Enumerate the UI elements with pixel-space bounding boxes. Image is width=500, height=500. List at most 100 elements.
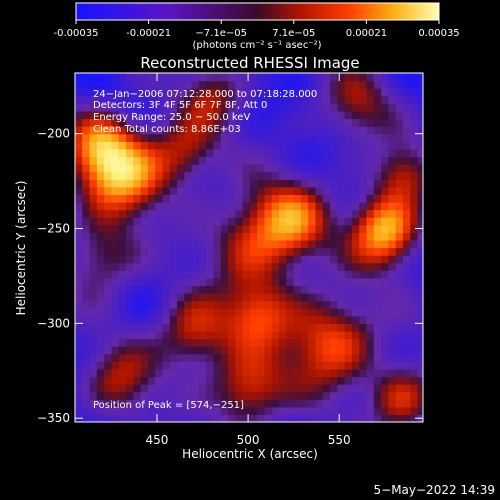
image-cell	[191, 315, 200, 324]
image-cell	[104, 330, 113, 340]
image-cell	[402, 346, 411, 355]
image-cell	[162, 171, 171, 180]
image-cell	[366, 156, 375, 165]
image-cell	[155, 353, 164, 362]
image-cell	[177, 95, 185, 104]
image-cell	[395, 186, 404, 195]
image-cell	[111, 285, 120, 294]
image-cell	[155, 73, 164, 82]
image-cell	[351, 156, 360, 165]
image-cell	[228, 209, 236, 218]
image-cell	[308, 414, 317, 422]
image-cell	[235, 414, 244, 422]
image-cell	[337, 255, 346, 264]
image-cell	[359, 270, 368, 279]
image-cell	[213, 361, 222, 370]
image-cell	[147, 209, 156, 218]
image-cell	[213, 224, 222, 233]
image-cell	[315, 110, 324, 120]
image-cell	[293, 308, 302, 317]
image-cell	[235, 224, 244, 233]
image-cell	[198, 255, 207, 264]
image-cell	[271, 156, 280, 165]
image-cell	[104, 247, 113, 256]
image-cell	[381, 262, 389, 271]
image-cell	[351, 171, 360, 180]
image-cell	[220, 391, 229, 400]
image-cell	[257, 247, 266, 256]
image-cell	[220, 308, 229, 317]
image-cell	[264, 126, 273, 135]
image-cell	[279, 118, 287, 127]
image-cell	[410, 330, 419, 340]
image-cell	[191, 118, 200, 127]
image-cell	[402, 353, 411, 362]
image-cell	[257, 262, 266, 271]
image-cell	[381, 179, 389, 188]
image-cell	[206, 148, 215, 158]
image-cell	[228, 323, 236, 332]
image-cell	[359, 80, 368, 89]
image-cell	[249, 141, 258, 150]
image-cell	[169, 80, 178, 89]
image-cell	[322, 194, 331, 203]
image-cell	[344, 209, 353, 218]
image-cell	[417, 361, 423, 370]
image-cell	[249, 164, 258, 173]
image-cell	[89, 376, 98, 385]
image-cell	[264, 277, 273, 287]
image-cell	[344, 164, 353, 173]
image-cell	[264, 293, 273, 302]
image-cell	[373, 239, 382, 249]
image-cell	[417, 201, 423, 211]
image-cell	[75, 368, 83, 378]
image-cell	[279, 346, 287, 355]
image-cell	[118, 141, 127, 150]
image-cell	[279, 315, 287, 324]
image-cell	[96, 209, 105, 218]
image-cell	[126, 141, 134, 150]
image-cell	[75, 232, 83, 241]
image-cell	[191, 141, 200, 150]
image-cell	[184, 308, 193, 317]
image-cell	[147, 293, 156, 302]
image-cell	[213, 209, 222, 218]
image-cell	[184, 414, 193, 422]
image-cell	[381, 209, 389, 218]
image-cell	[395, 315, 404, 324]
image-cell	[395, 232, 404, 241]
image-cell	[198, 194, 207, 203]
image-cell	[257, 171, 266, 180]
image-cell	[228, 346, 236, 355]
image-cell	[286, 376, 295, 385]
image-cell	[140, 179, 149, 188]
image-cell	[373, 194, 382, 203]
image-cell	[264, 164, 273, 173]
image-cell	[402, 194, 411, 203]
image-cell	[337, 414, 346, 422]
image-cell	[381, 285, 389, 294]
image-cell	[286, 346, 295, 355]
image-cell	[213, 323, 222, 332]
image-cell	[286, 232, 295, 241]
image-cell	[111, 399, 120, 408]
image-cell	[96, 270, 105, 279]
image-cell	[286, 255, 295, 264]
image-cell	[322, 73, 331, 82]
image-cell	[213, 315, 222, 324]
image-cell	[169, 88, 178, 97]
image-cell	[264, 148, 273, 158]
image-cell	[206, 209, 215, 218]
image-cell	[184, 270, 193, 279]
image-cell	[337, 103, 346, 112]
image-cell	[169, 95, 178, 104]
image-cell	[206, 346, 215, 355]
image-cell	[249, 368, 258, 378]
image-cell	[308, 179, 317, 188]
image-cell	[184, 232, 193, 241]
image-cell	[417, 186, 423, 195]
image-cell	[271, 164, 280, 173]
image-cell	[126, 338, 134, 347]
image-cell	[351, 399, 360, 408]
image-cell	[257, 323, 266, 332]
